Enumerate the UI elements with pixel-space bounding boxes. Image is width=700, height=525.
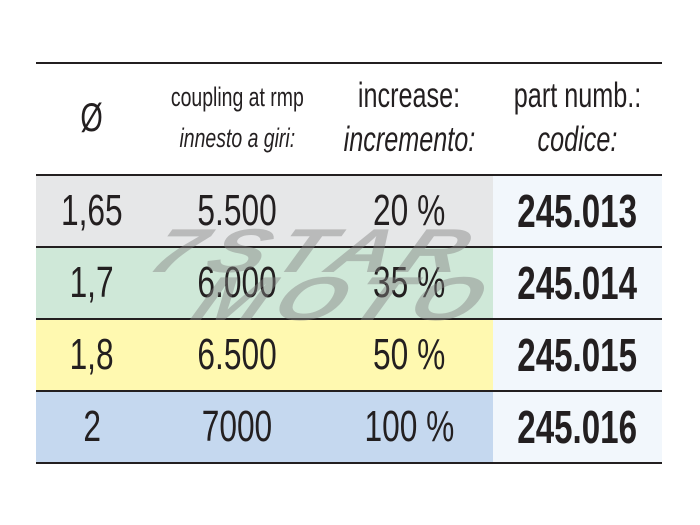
cell-part-number: 245.015 — [493, 320, 662, 390]
table-row: 1,65 5.500 20 % 245.013 — [36, 176, 662, 246]
table-row: 2 7000 100 % 245.016 — [36, 392, 662, 462]
cell-diameter: 2 — [36, 392, 148, 462]
bottom-rule — [36, 462, 662, 464]
header-part-number: part numb.: codice: — [513, 76, 642, 159]
cell-rpm: 6.500 — [148, 320, 326, 390]
header-diameter: Ø — [80, 95, 104, 140]
table-row: 1,7 6.000 35 % 245.014 — [36, 248, 662, 318]
header-coupling: coupling at rmp innesto a giri: — [170, 82, 304, 153]
cell-rpm: 7000 — [148, 392, 326, 462]
cell-diameter: 1,7 — [36, 248, 148, 318]
table-header: Ø coupling at rmp innesto a giri: increa… — [36, 62, 662, 174]
cell-part-number: 245.013 — [493, 176, 662, 246]
cell-part-number: 245.014 — [493, 248, 662, 318]
table-row: 1,8 6.500 50 % 245.015 — [36, 320, 662, 390]
cell-rpm: 6.000 — [148, 248, 326, 318]
cell-part-number: 245.016 — [493, 392, 662, 462]
header-rule — [36, 174, 662, 176]
top-rule — [36, 62, 662, 64]
cell-increase: 35 % — [326, 248, 493, 318]
cell-increase: 20 % — [326, 176, 493, 246]
cell-increase: 100 % — [326, 392, 493, 462]
cell-rpm: 5.500 — [148, 176, 326, 246]
row-rule — [36, 390, 662, 392]
cell-diameter: 1,65 — [36, 176, 148, 246]
row-rule — [36, 246, 662, 248]
cell-increase: 50 % — [326, 320, 493, 390]
cell-diameter: 1,8 — [36, 320, 148, 390]
header-increase: increase: incremento: — [343, 76, 476, 159]
row-rule — [36, 318, 662, 320]
